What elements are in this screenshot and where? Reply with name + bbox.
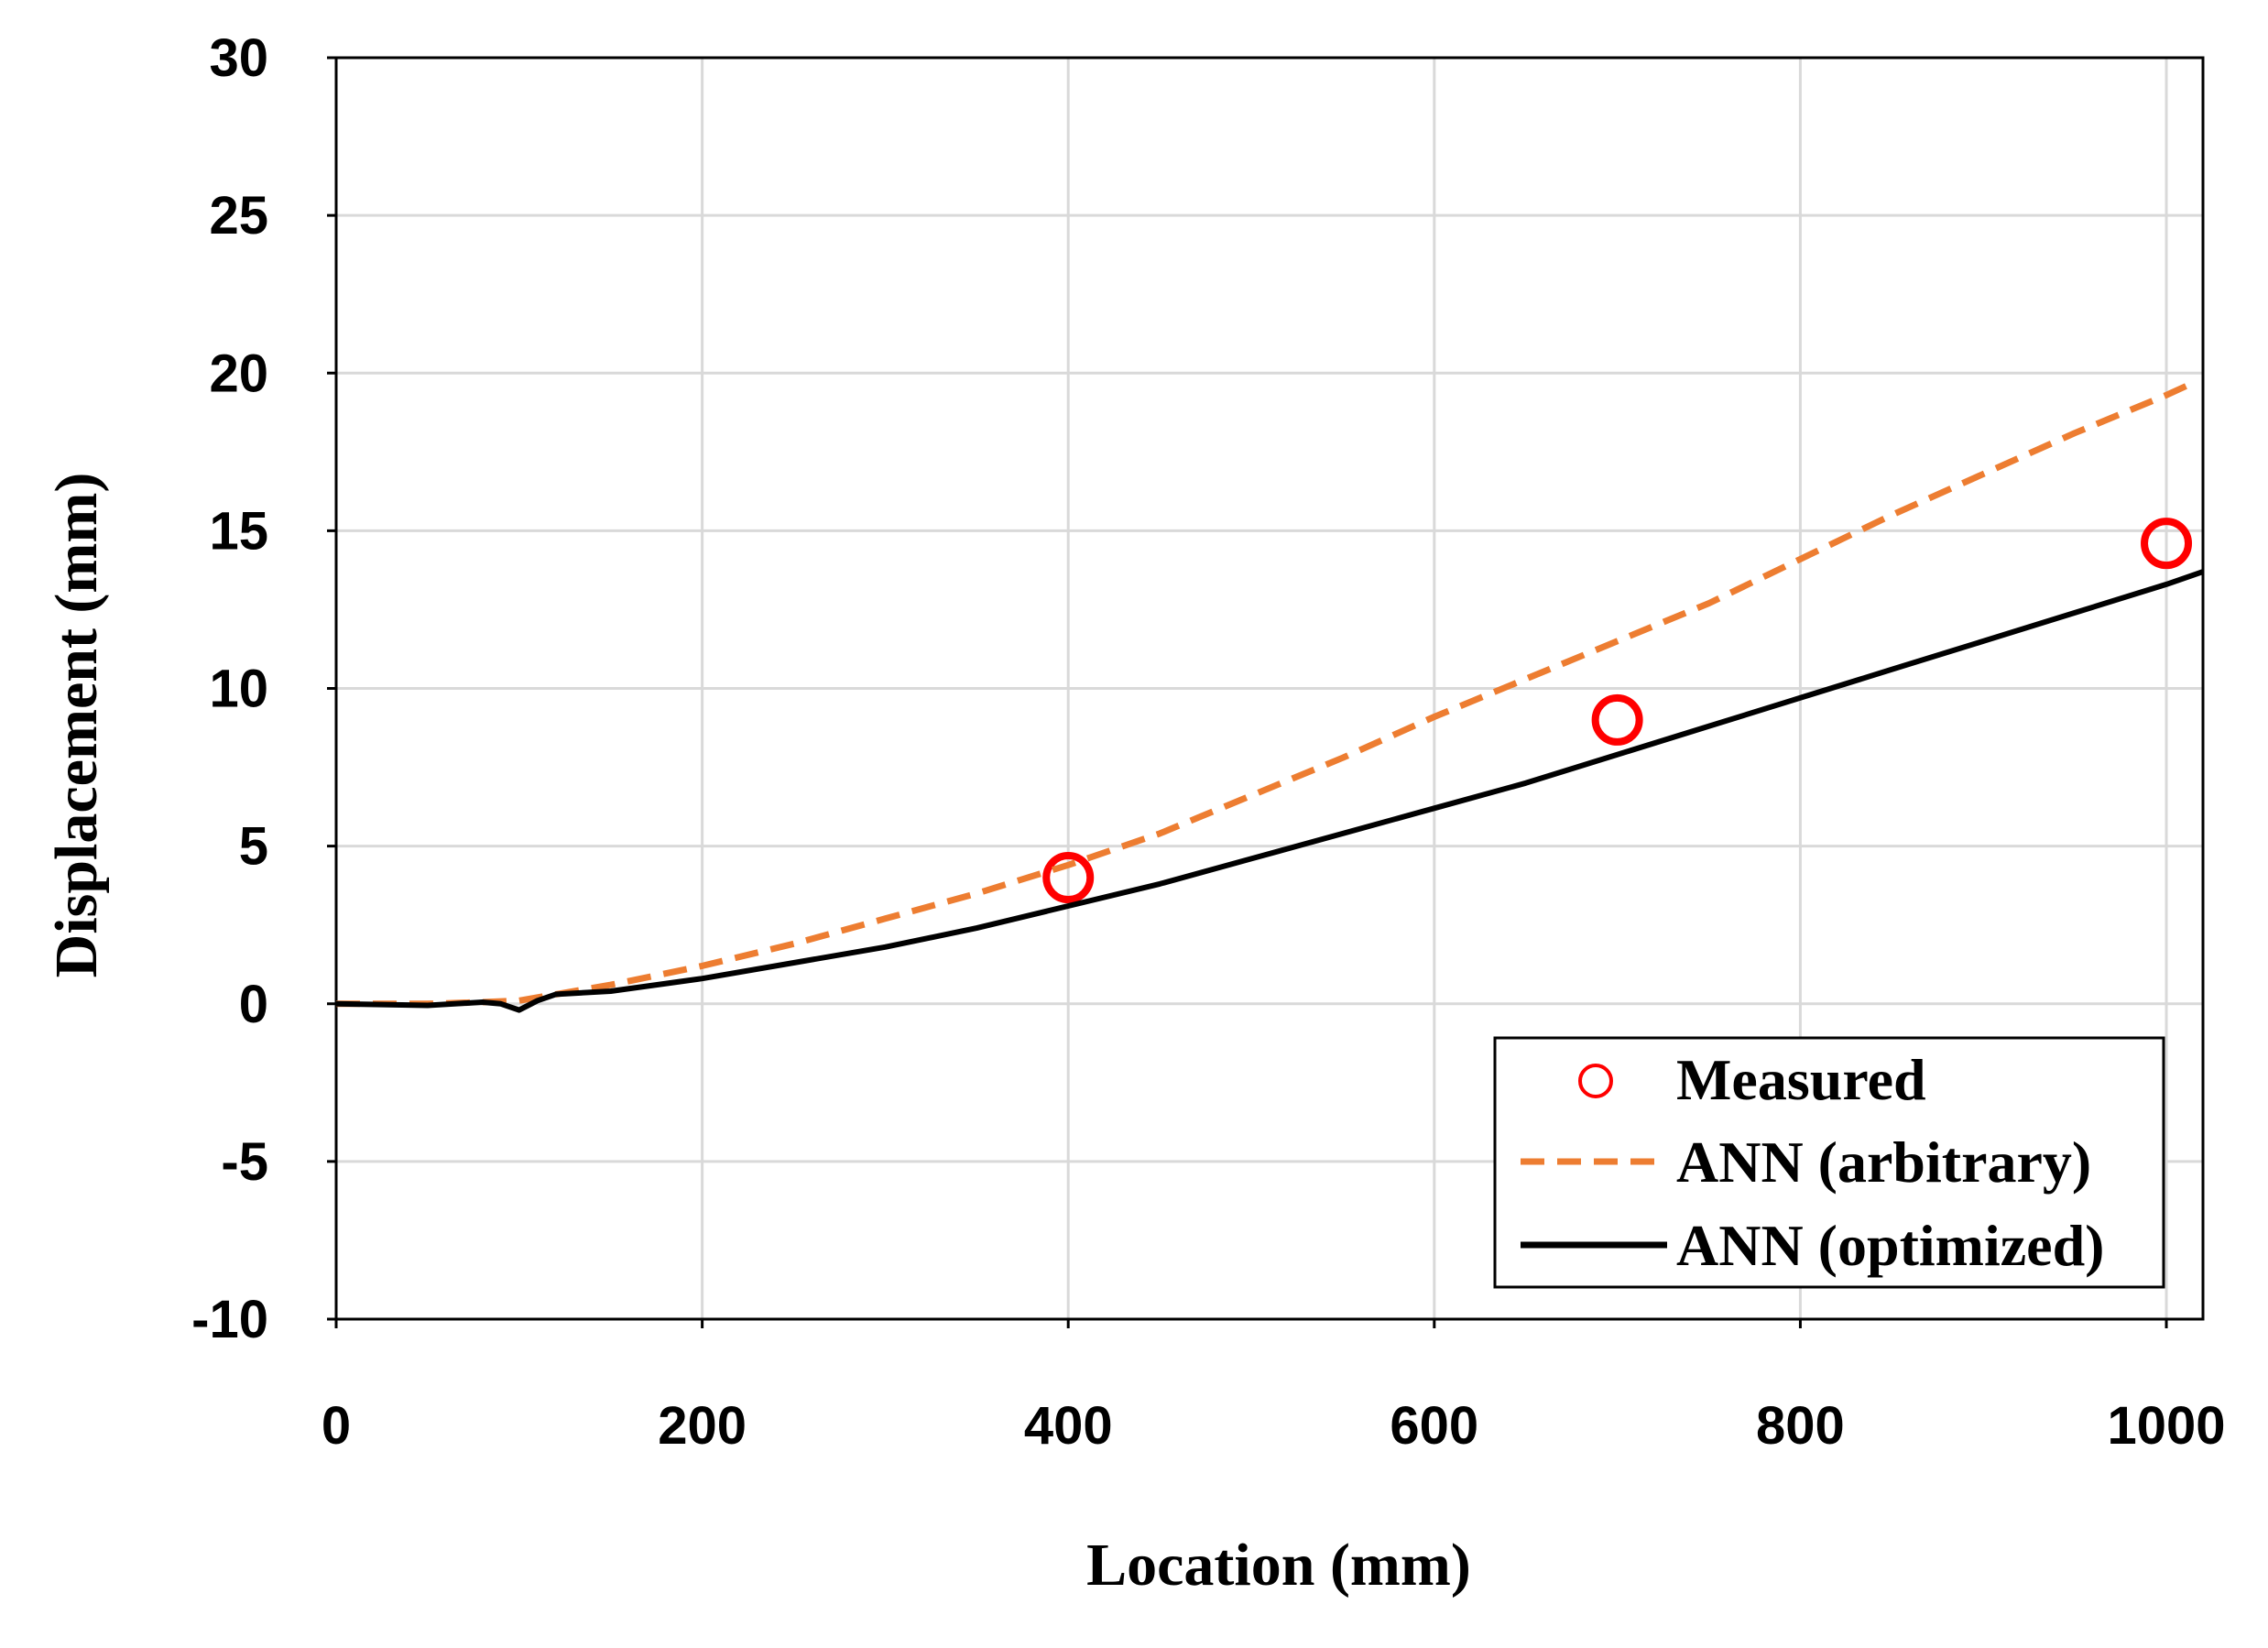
measured-point: [1042, 852, 1095, 904]
y-tick-label: 20: [209, 344, 268, 403]
series-layer: [335, 379, 2204, 1013]
x-tick-label: 800: [1756, 1396, 1845, 1456]
legend: Measured ANN (arbitrary) ANN (optimized): [1493, 1036, 2165, 1289]
x-tick-label: 0: [322, 1396, 351, 1456]
y-tick-label: 30: [209, 28, 268, 88]
series-line-ann-optimized: [335, 569, 2204, 1013]
measured-point: [1591, 693, 1643, 746]
measured-point: [2141, 518, 2193, 570]
y-tick-label: 10: [209, 660, 268, 719]
y-tick-label: 0: [239, 975, 268, 1034]
y-tick-label: 25: [209, 186, 268, 246]
legend-label: ANN (optimized): [1676, 1213, 2104, 1278]
legend-label: ANN (arbitrary): [1676, 1130, 2091, 1195]
legend-marker-measured: [1578, 1064, 1613, 1098]
y-tick-label: -5: [221, 1132, 268, 1192]
x-tick-label: 1000: [2108, 1396, 2226, 1456]
y-tick-labels: -10 -5 0 5 10 15 20 25 30: [191, 28, 336, 1349]
y-tick-label: -10: [191, 1290, 268, 1349]
x-axis-title: Location (mm): [1086, 1532, 1471, 1599]
y-tick-label: 5: [239, 817, 268, 877]
x-tick-label: 600: [1390, 1396, 1478, 1456]
x-tick-label: 400: [1024, 1396, 1113, 1456]
y-tick-label: 15: [209, 501, 268, 561]
x-tick-labels: 0 200 400 600 800 1000: [322, 1319, 2226, 1456]
legend-label: Measured: [1676, 1047, 1926, 1112]
grid: [336, 58, 2203, 1319]
series-line-ann-arbitrary: [336, 379, 2196, 1008]
x-tick-label: 200: [658, 1396, 747, 1456]
y-axis-title: Displacement (mm): [43, 473, 110, 978]
